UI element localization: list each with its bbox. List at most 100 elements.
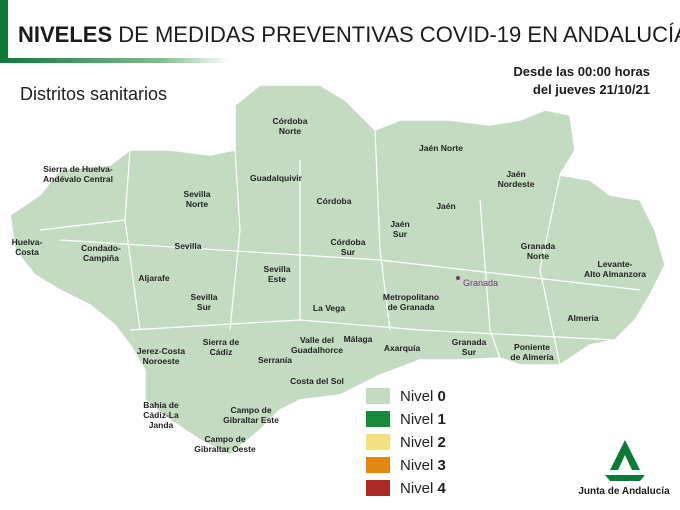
district-line: Sierra de (203, 337, 240, 347)
district-line: Sur (197, 302, 212, 312)
district-line: Jerez-Costa (137, 346, 185, 356)
district-line: Guadalquivir (250, 173, 303, 183)
legend-swatch (366, 480, 390, 496)
district-label: Jerez-Costa Noroeste (137, 346, 185, 366)
district-line: Granada (521, 241, 556, 251)
legend-level: 4 (438, 480, 447, 497)
district-line: Norte (527, 251, 549, 261)
district-label: Málaga (344, 334, 373, 344)
district-label: Huelva-Costa (12, 237, 43, 257)
district-line: Sevilla (264, 264, 291, 274)
district-label: Valle del Guadalhorce (291, 335, 343, 355)
legend-label: Nivel 4 (400, 480, 447, 497)
subtitle: Distritos sanitarios (20, 84, 167, 104)
district-label: Córdoba (317, 196, 352, 206)
district-line: Málaga (344, 334, 373, 344)
district-line: Costa del Sol (290, 376, 344, 386)
district-line: Serranía (258, 355, 292, 365)
header-title: NIVELES DE MEDIDAS PREVENTIVAS COVID-19 … (18, 22, 680, 47)
district-line: Guadalhorce (291, 345, 343, 355)
district-label: Levante-Alto Almanzora (584, 259, 646, 279)
date-line: del jueves 21/10/21 (533, 82, 650, 97)
district-label: Sevilla Norte (184, 189, 211, 209)
district-line: Cádiz (210, 347, 233, 357)
legend-word: Nivel (400, 388, 438, 405)
legend-swatch (366, 434, 390, 450)
district-line: Costa (15, 247, 39, 257)
district-label: Sevilla (175, 241, 202, 251)
district-label: Aljarafe (138, 273, 169, 283)
district-label: Granada Sur (452, 337, 487, 357)
legend-level: 1 (438, 411, 446, 428)
district-line: Campo de (230, 405, 271, 415)
district-line: Granada (452, 337, 487, 347)
district-label: Sevilla Sur (191, 292, 218, 312)
district-line: Condado- (81, 243, 121, 253)
district-label: Granada Norte (521, 241, 556, 261)
district-label: Jaén Sur (390, 219, 409, 239)
district-line: Jaén (506, 169, 525, 179)
legend-swatch (366, 388, 390, 404)
district-line: Jaén (436, 201, 455, 211)
legend-level: 3 (438, 457, 446, 474)
district-line: Almería (567, 313, 598, 323)
district-line: Sevilla (175, 241, 202, 251)
district-label: La Vega (313, 303, 345, 313)
district-line: Sevilla (191, 292, 218, 302)
district-label: Jaén Norte (419, 143, 463, 153)
legend-level: 2 (438, 434, 446, 451)
district-label: Campo de Gibraltar Este (223, 405, 279, 425)
legend-word: Nivel (400, 411, 438, 428)
district-label: Jaén (436, 201, 455, 211)
district-label: Almería (567, 313, 598, 323)
district-line: Campo de (204, 434, 245, 444)
district-label: Axarquía (384, 343, 421, 353)
district-line: Poniente (514, 342, 550, 352)
district-line: Aljarafe (138, 273, 169, 283)
district-line: Metropolitano (383, 292, 439, 302)
district-line: Sevilla (184, 189, 211, 199)
district-line: Cádiz-La (143, 410, 179, 420)
district-line: Bahía de (143, 400, 179, 410)
legend-swatch (366, 411, 390, 427)
district-line: Gibraltar Oeste (194, 444, 256, 454)
district-label: Serranía (258, 355, 292, 365)
district-line: Valle del (300, 335, 334, 345)
district-label: Jaén Nordeste (498, 169, 535, 189)
district-line: Sierra de Huelva- (43, 164, 113, 174)
district-line: Janda (149, 420, 174, 430)
district-line: de Almería (510, 352, 553, 362)
district-line: Axarquía (384, 343, 421, 353)
city-label: Granada (463, 278, 498, 288)
district-label: Sierra de Cádiz (203, 337, 240, 357)
region-shape (9, 84, 666, 456)
district-label: Poniente de Almería (510, 342, 553, 362)
district-line: Norte (186, 199, 208, 209)
district-label: Condado-Campiña (81, 243, 121, 263)
district-line: Este (268, 274, 286, 284)
district-line: Norte (279, 126, 301, 136)
legend-swatch (366, 457, 390, 473)
district-line: Gibraltar Este (223, 415, 279, 425)
header-line (0, 58, 230, 63)
district-line: Córdoba (331, 237, 366, 247)
district-line: Sur (393, 229, 408, 239)
district-line: Córdoba (317, 196, 352, 206)
city-dot (456, 276, 460, 280)
district-label: Costa del Sol (290, 376, 344, 386)
district-line: Córdoba (273, 116, 308, 126)
district-line: de Granada (388, 302, 435, 312)
district-line: Sur (462, 347, 477, 357)
date-line: Desde las 00:00 horas (513, 64, 650, 79)
district-label: Córdoba Norte (273, 116, 308, 136)
district-line: Andévalo Central (43, 174, 113, 184)
legend-label: Nivel 3 (400, 457, 446, 474)
legend-word: Nivel (400, 457, 438, 474)
legend-label: Nivel 0 (400, 388, 446, 405)
district-label: Sevilla Este (264, 264, 291, 284)
district-label: Guadalquivir (250, 173, 303, 183)
logo-text: Junta de Andalucía (578, 486, 670, 497)
district-line: Jaén Norte (419, 143, 463, 153)
